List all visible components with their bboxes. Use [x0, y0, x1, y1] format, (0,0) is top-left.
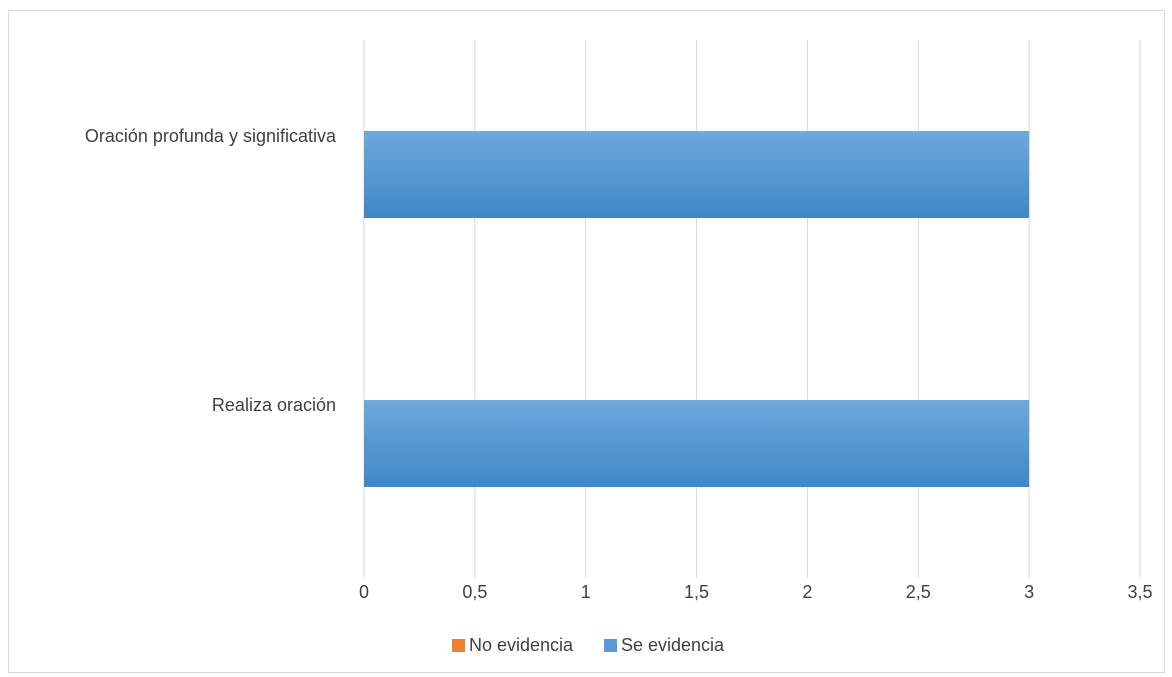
category-label: Realiza oración — [212, 395, 336, 415]
legend-label: Se evidencia — [621, 635, 725, 655]
bar-se-evidencia — [364, 400, 1030, 487]
x-tick-labels: 0 0,5 1 1,5 2 2,5 3 3,5 — [359, 582, 1153, 602]
category-label: Oración profunda y significativa — [85, 126, 337, 146]
category-labels: Oración profunda y significativa Realiza … — [85, 126, 337, 415]
bar-layer — [364, 131, 1030, 487]
legend-label: No evidencia — [469, 635, 574, 655]
legend: No evidencia Se evidencia — [452, 635, 725, 655]
grid-layer — [363, 40, 1141, 578]
x-tick-label: 0 — [359, 582, 369, 602]
legend-swatch — [604, 639, 617, 652]
x-tick-label: 2,5 — [906, 582, 931, 602]
x-tick-label: 3,5 — [1127, 582, 1152, 602]
x-tick-label: 1 — [581, 582, 591, 602]
x-tick-label: 3 — [1024, 582, 1034, 602]
x-tick-label: 2 — [802, 582, 812, 602]
x-tick-label: 1,5 — [684, 582, 709, 602]
x-tick-label: 0,5 — [462, 582, 487, 602]
bar-se-evidencia — [364, 131, 1030, 218]
chart-frame — [8, 10, 1165, 673]
legend-swatch — [452, 639, 465, 652]
